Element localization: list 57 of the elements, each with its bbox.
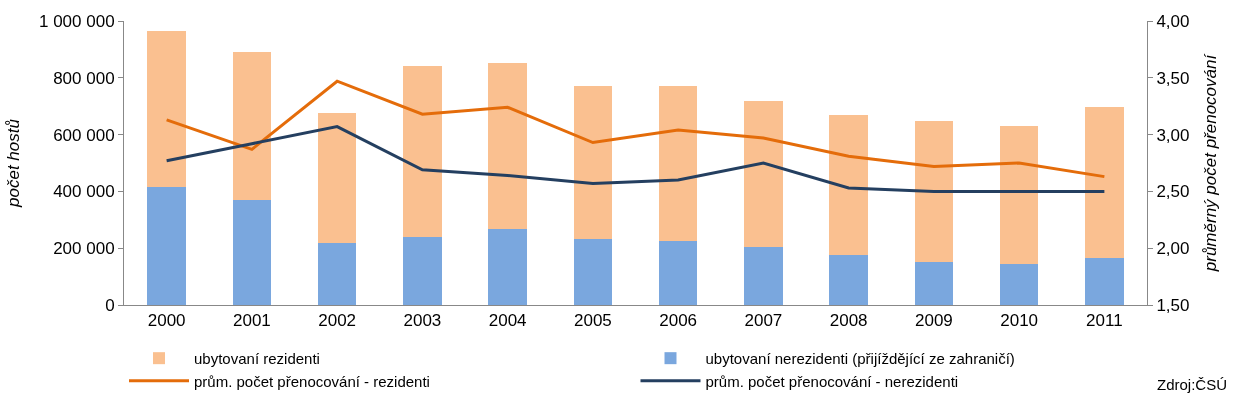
bar bbox=[232, 200, 272, 305]
x-tick-label: 2004 bbox=[488, 311, 527, 331]
x-tick-label: 2001 bbox=[232, 311, 271, 331]
y-tick-label: 200 000 bbox=[53, 239, 115, 259]
bar bbox=[999, 125, 1039, 265]
bar bbox=[573, 86, 613, 240]
bar bbox=[147, 187, 186, 305]
bar bbox=[403, 237, 442, 305]
y2-tick-label: 2,00 bbox=[1156, 239, 1190, 259]
text: Zdroj:ČSÚ bbox=[1157, 376, 1228, 393]
bar bbox=[488, 229, 527, 305]
legend-label: prům. počet přenocování - rezidenti bbox=[194, 372, 430, 390]
x-tick-label: 2003 bbox=[403, 311, 442, 331]
x-tick-label: 2008 bbox=[829, 311, 868, 331]
bar bbox=[147, 30, 186, 188]
bar bbox=[829, 115, 868, 255]
bar bbox=[914, 120, 954, 263]
bar bbox=[317, 243, 357, 305]
bar bbox=[829, 254, 868, 305]
y2-axis-title: průměrný počet přenocování bbox=[1200, 52, 1220, 273]
x-tick-label: 2000 bbox=[147, 311, 186, 331]
y-tick-label: 0 bbox=[105, 295, 115, 315]
legend-label: prům. počet přenocování - nerezidenti bbox=[705, 372, 959, 390]
y2-tick-label: 2,50 bbox=[1156, 182, 1190, 202]
legend-label: ubytovaní rezidenti bbox=[194, 350, 320, 368]
bar bbox=[488, 62, 527, 230]
bar bbox=[658, 241, 698, 305]
bar bbox=[317, 113, 357, 244]
line-series bbox=[165, 125, 1106, 193]
x-tick-label: 2009 bbox=[914, 311, 953, 331]
y2-tick-label: 3,50 bbox=[1156, 68, 1190, 88]
bar bbox=[744, 100, 783, 247]
x-tick-label: 2010 bbox=[1000, 311, 1039, 331]
bar bbox=[914, 262, 954, 305]
legend-label: ubytovaní nerezidenti (přijíždějící ze zahraničí) bbox=[705, 350, 1015, 368]
x-tick-label: 2002 bbox=[318, 311, 357, 331]
y-tick-label: 600 000 bbox=[53, 125, 115, 145]
y2-tick-label: 4,00 bbox=[1156, 11, 1190, 31]
x-tick-label: 2006 bbox=[659, 311, 698, 331]
x-tick-label: 2005 bbox=[573, 311, 612, 331]
y-axis-title: počet hostů bbox=[3, 118, 23, 208]
bar bbox=[1085, 258, 1124, 305]
y-tick-label: 800 000 bbox=[53, 68, 115, 88]
x-tick-label: 2011 bbox=[1086, 311, 1123, 331]
bar bbox=[658, 86, 698, 242]
line-series bbox=[165, 79, 1106, 179]
y-tick-label: 1 000 000 bbox=[38, 11, 115, 31]
y-tick-label: 400 000 bbox=[53, 182, 115, 202]
bar bbox=[232, 52, 272, 201]
bar bbox=[744, 246, 783, 305]
y2-tick-label: 3,00 bbox=[1156, 125, 1190, 145]
y2-tick-label: 1,50 bbox=[1156, 295, 1190, 315]
bar bbox=[403, 66, 442, 238]
bar bbox=[999, 264, 1039, 305]
x-tick-label: 2007 bbox=[744, 311, 783, 331]
bar bbox=[573, 239, 613, 305]
bar bbox=[1085, 107, 1124, 259]
